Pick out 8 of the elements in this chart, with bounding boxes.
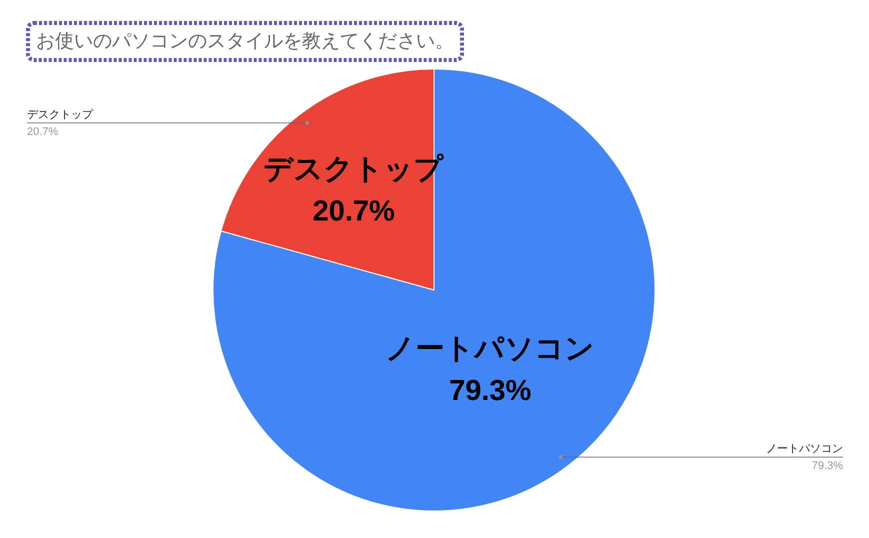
slice-label: ノートパソコン <box>386 332 595 365</box>
data-label: 79.3% <box>449 374 532 407</box>
text: 79.3% <box>812 460 843 472</box>
slice-label: ノートパソコン <box>766 443 843 456</box>
slice-label: デスクトップ <box>27 108 94 121</box>
data-label: 20.7% <box>312 195 396 228</box>
text: 20.7% <box>27 126 58 138</box>
title: お使いのパソコンのスタイルを教えてください。 <box>36 31 454 52</box>
